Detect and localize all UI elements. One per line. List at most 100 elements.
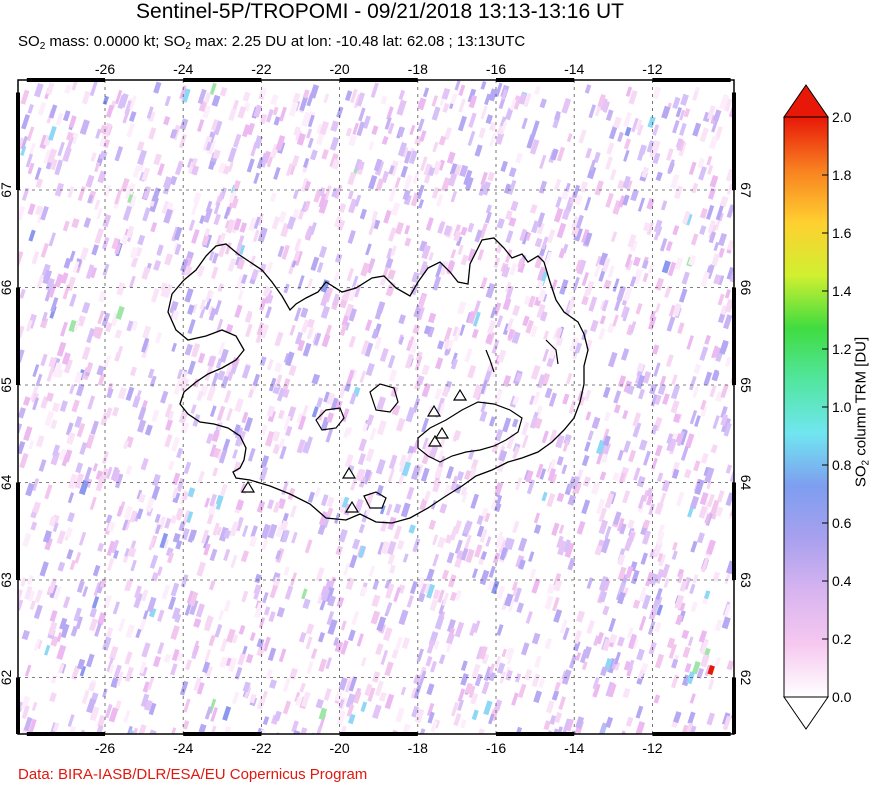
so2-pixel	[485, 282, 496, 299]
so2-pixel	[657, 383, 667, 396]
so2-pixel	[219, 86, 228, 97]
so2-pixel	[122, 440, 130, 450]
so2-pixel	[698, 505, 708, 519]
so2-pixel	[302, 157, 310, 169]
so2-pixel	[723, 604, 732, 620]
so2-pixel	[630, 189, 639, 202]
so2-pixel	[27, 162, 35, 175]
so2-pixel	[386, 106, 394, 120]
so2-pixel	[276, 387, 285, 402]
frame-tick-segment	[732, 287, 736, 385]
so2-pixel	[28, 142, 36, 157]
so2-pixel	[713, 241, 720, 252]
so2-pixel	[588, 296, 598, 312]
so2-pixel	[126, 122, 135, 138]
so2-pixel	[23, 716, 33, 732]
so2-pixel	[43, 149, 51, 164]
so2-pixel	[71, 80, 78, 91]
so2-pixel	[724, 289, 732, 299]
so2-pixel	[550, 148, 559, 161]
so2-pixel	[543, 720, 551, 731]
so2-pixel	[252, 229, 260, 243]
so2-pixel	[380, 95, 388, 105]
iceland-coastline	[167, 237, 589, 524]
so2-pixel	[65, 527, 73, 538]
so2-pixel	[493, 257, 501, 269]
so2-pixel	[474, 544, 483, 558]
so2-pixel	[320, 292, 330, 307]
so2-pixel	[487, 580, 496, 591]
so2-pixel	[595, 439, 606, 455]
so2-pixel	[191, 640, 200, 656]
so2-pixel	[647, 315, 657, 330]
so2-pixel	[62, 284, 71, 300]
so2-pixel	[441, 386, 450, 398]
so2-pixel	[598, 327, 606, 341]
so2-pixel	[141, 342, 150, 359]
so2-pixel	[437, 536, 446, 549]
so2-pixel	[179, 118, 189, 131]
so2-pixel	[385, 583, 395, 599]
so2-pixel	[125, 624, 135, 639]
so2-pixel	[19, 288, 26, 299]
so2-pixel	[543, 330, 550, 340]
so2-pixel	[423, 490, 431, 502]
so2-pixel	[217, 283, 224, 293]
so2-pixel	[294, 238, 302, 252]
so2-pixel	[275, 550, 282, 560]
so2-pixel	[623, 380, 633, 394]
so2-pixel	[721, 417, 732, 433]
so2-pixel	[603, 579, 611, 591]
so2-pixel	[508, 217, 517, 227]
so2-pixel	[408, 150, 418, 165]
so2-pixel	[536, 279, 544, 290]
so2-pixel	[60, 321, 69, 337]
so2-pixel	[341, 314, 350, 327]
so2-pixel	[409, 124, 416, 136]
so2-pixel	[398, 609, 409, 626]
so2-pixel	[637, 494, 646, 510]
so2-pixel	[338, 528, 348, 543]
so2-pixel	[100, 578, 107, 589]
so2-pixel	[97, 310, 105, 325]
so2-pixel	[508, 179, 517, 195]
so2-pixel	[219, 656, 228, 668]
so2-pixel	[299, 682, 306, 693]
so2-pixel	[227, 161, 234, 173]
so2-pixel	[690, 601, 698, 613]
so2-pixel	[691, 661, 701, 675]
so2-pixel	[467, 449, 475, 460]
so2-pixel	[79, 119, 90, 135]
so2-pixel	[542, 348, 550, 362]
so2-pixel	[241, 590, 249, 603]
so2-pixel	[167, 460, 175, 471]
so2-pixel	[515, 477, 523, 491]
so2-pixel	[461, 491, 469, 504]
so2-pixel	[427, 166, 436, 177]
so2-pixel	[229, 190, 237, 204]
so2-pixel	[253, 135, 263, 149]
so2-pixel	[274, 362, 283, 373]
so2-pixel	[164, 403, 173, 418]
so2-pixel	[481, 681, 490, 695]
so2-pixel	[180, 370, 188, 382]
so2-pixel	[30, 521, 38, 531]
so2-pixel	[678, 288, 688, 303]
so2-pixel	[419, 130, 427, 142]
so2-pixel	[143, 699, 153, 712]
so2-pixel	[208, 307, 217, 321]
so2-pixel	[170, 514, 178, 525]
so2-pixel	[724, 571, 732, 585]
so2-pixel	[241, 124, 251, 138]
so2-pixel	[443, 484, 453, 498]
so2-pixel	[147, 110, 156, 122]
so2-pixel	[129, 366, 138, 377]
so2-pixel	[502, 375, 512, 387]
so2-pixel	[52, 362, 63, 378]
so2-pixel	[297, 339, 306, 352]
so2-pixel	[110, 677, 120, 689]
so2-pixel	[390, 245, 397, 256]
so2-pixel	[507, 328, 516, 340]
so2-pixel	[661, 563, 671, 579]
so2-pixel	[284, 585, 294, 600]
